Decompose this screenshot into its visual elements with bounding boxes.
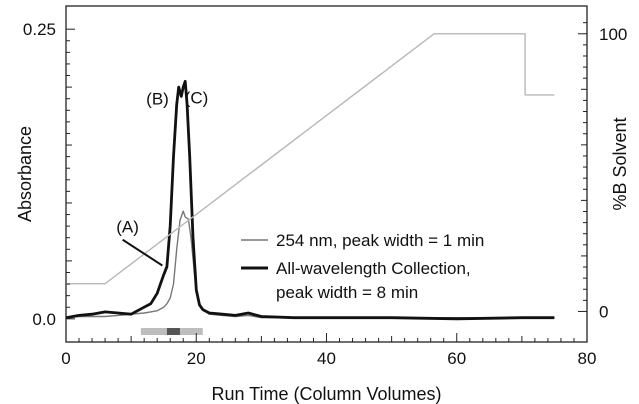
- collection-bar-dark: [166, 328, 180, 335]
- y2-tick-label: 0: [599, 302, 608, 321]
- x-tick-label: 60: [447, 349, 466, 368]
- x-tick-label: 80: [578, 349, 597, 368]
- series-line-2: [65, 79, 555, 321]
- labels: 0 20 40 60 80 0.0 0.25 0 100 Run Time (Column Vol…: [15, 20, 630, 404]
- y2-axis-title: %B Solvent: [610, 117, 630, 210]
- axes: [65, 22, 588, 342]
- y-axis-title: Absorbance: [15, 126, 35, 222]
- annotation-b: (B): [146, 90, 169, 109]
- series-line-3: [66, 33, 555, 285]
- legend-label-line: All-wavelength Collection,: [276, 259, 471, 278]
- x-tick-label: 0: [61, 349, 70, 368]
- y2-tick-label: 100: [599, 25, 627, 44]
- x-tick-label: 20: [187, 349, 206, 368]
- y-tick-label: 0.25: [23, 20, 56, 39]
- annotation-c: (C): [185, 88, 209, 107]
- legend-label-254nm: 254 nm, peak width = 1 min: [276, 231, 484, 250]
- chart-marks: [65, 33, 555, 335]
- annotation-a: (A): [116, 218, 139, 237]
- annotation-a-leader: [122, 238, 163, 267]
- x-axis-title: Run Time (Column Volumes): [211, 384, 441, 404]
- x-tick-label: 40: [317, 349, 336, 368]
- legend-label-line: peak width = 8 min: [276, 283, 418, 302]
- y-tick-label: 0.0: [32, 310, 56, 329]
- legend-label-all-wavelength: All-wavelength Collection, peak width = 8…: [276, 259, 471, 302]
